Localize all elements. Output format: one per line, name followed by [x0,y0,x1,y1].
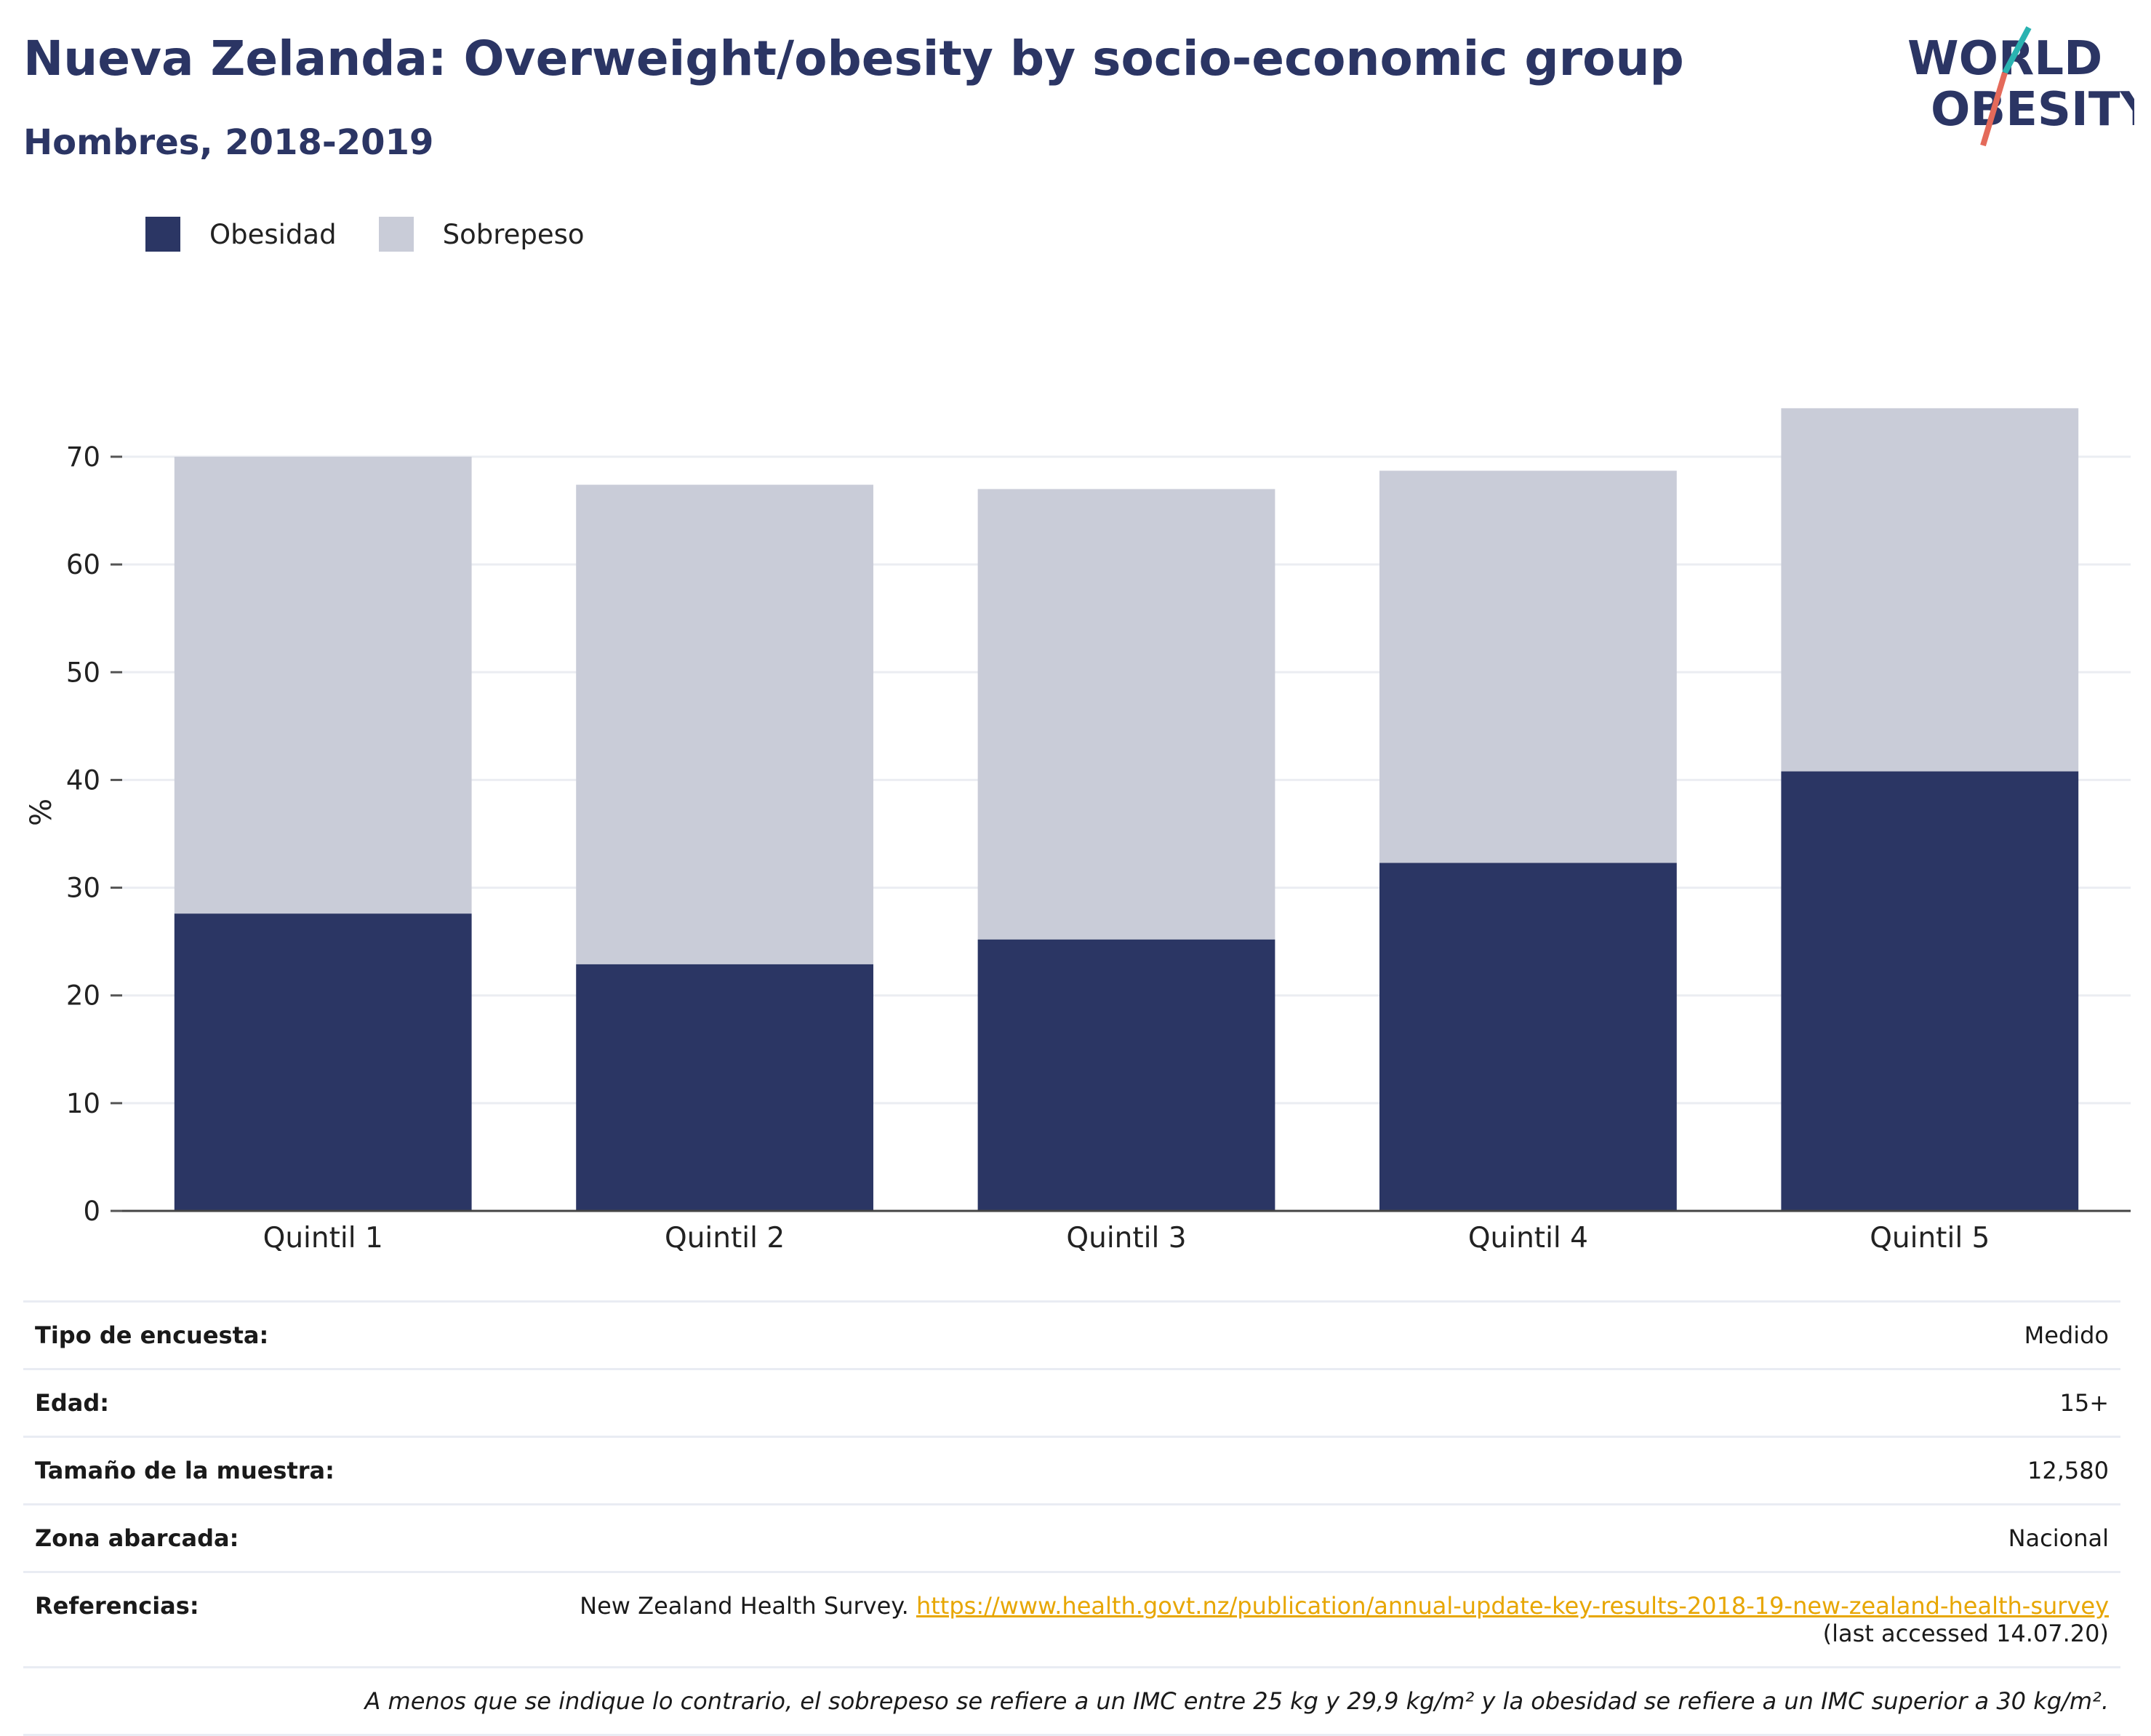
legend-swatch-sobrepeso [378,217,414,252]
reference-accessed: (last accessed 14.07.20) [1822,1620,2109,1647]
meta-label: Zona abarcada: [35,1524,239,1552]
meta-value: New Zealand Health Survey. https://www.h… [580,1592,2109,1647]
meta-row-references: Referencias: New Zealand Health Survey. … [23,1571,2120,1666]
x-tick-label: Quintil 5 [1870,1222,1990,1255]
y-tick-label: 70 [66,441,100,473]
y-tick-label: 30 [66,873,100,904]
x-tick-label: Quintil 2 [665,1222,785,1255]
meta-label: Tipo de encuesta: [35,1321,269,1349]
chart-legend: Obesidad Sobrepeso [145,217,627,252]
meta-value: Medido [2024,1321,2109,1349]
meta-row-age: Edad: 15+ [23,1368,2120,1436]
bar-sobrepeso-3 [977,489,1275,940]
legend-label-obesidad: Obesidad [209,218,337,250]
definition-note: A menos que se indique lo contrario, el … [23,1666,2120,1736]
y-tick-label: 60 [66,549,100,580]
bar-obesidad-2 [576,964,873,1211]
bar-obesidad-1 [174,913,472,1211]
y-tick-label: 20 [66,980,100,1012]
meta-label: Edad: [35,1389,110,1417]
bar-obesidad-4 [1379,863,1677,1211]
bar-obesidad-3 [977,939,1275,1211]
bar-sobrepeso-4 [1379,471,1677,863]
chart-title: Nueva Zelanda: Overweight/obesity by soc… [23,31,1684,87]
x-tick-label: Quintil 4 [1468,1222,1588,1255]
legend-swatch-obesidad [145,217,180,252]
chart-subtitle: Hombres, 2018-2019 [23,122,434,163]
meta-row-area: Zona abarcada: Nacional [23,1503,2120,1571]
meta-value: 12,580 [2027,1457,2109,1484]
y-tick-label: 40 [66,764,100,796]
logo-line-2: OBESITY [1931,83,2134,137]
meta-label: Tamaño de la muestra: [35,1457,335,1484]
reference-link[interactable]: https://www.health.govt.nz/publication/a… [916,1592,2109,1620]
bar-sobrepeso-5 [1781,408,2079,772]
y-tick-label: 0 [83,1196,100,1227]
world-obesity-logo: WORLD OBESITY [1907,26,2134,147]
y-tick-label: 50 [66,657,100,688]
x-tick-label: Quintil 1 [263,1222,383,1255]
bar-sobrepeso-1 [174,457,472,914]
meta-row-sample: Tamaño de la muestra: 12,580 [23,1436,2120,1503]
meta-label: Referencias: [35,1592,199,1620]
meta-row-survey-type: Tipo de encuesta: Medido [23,1300,2120,1368]
reference-source: New Zealand Health Survey. [580,1592,909,1620]
bar-obesidad-5 [1781,771,2079,1211]
stacked-bar-chart: 0 10 20 30 40 50 60 70% Quintil 1 Quintil 2 Quinti… [25,408,2131,1255]
meta-value: 15+ [2059,1389,2109,1417]
y-tick-label: 10 [66,1088,100,1119]
metadata-table: Tipo de encuesta: Medido Edad: 15+ Tamañ… [23,1300,2120,1736]
legend-label-sobrepeso: Sobrepeso [442,218,585,250]
x-tick-label: Quintil 3 [1066,1222,1186,1255]
meta-value: Nacional [2008,1524,2109,1552]
bar-sobrepeso-2 [576,484,873,964]
y-axis-label: % [25,799,58,826]
